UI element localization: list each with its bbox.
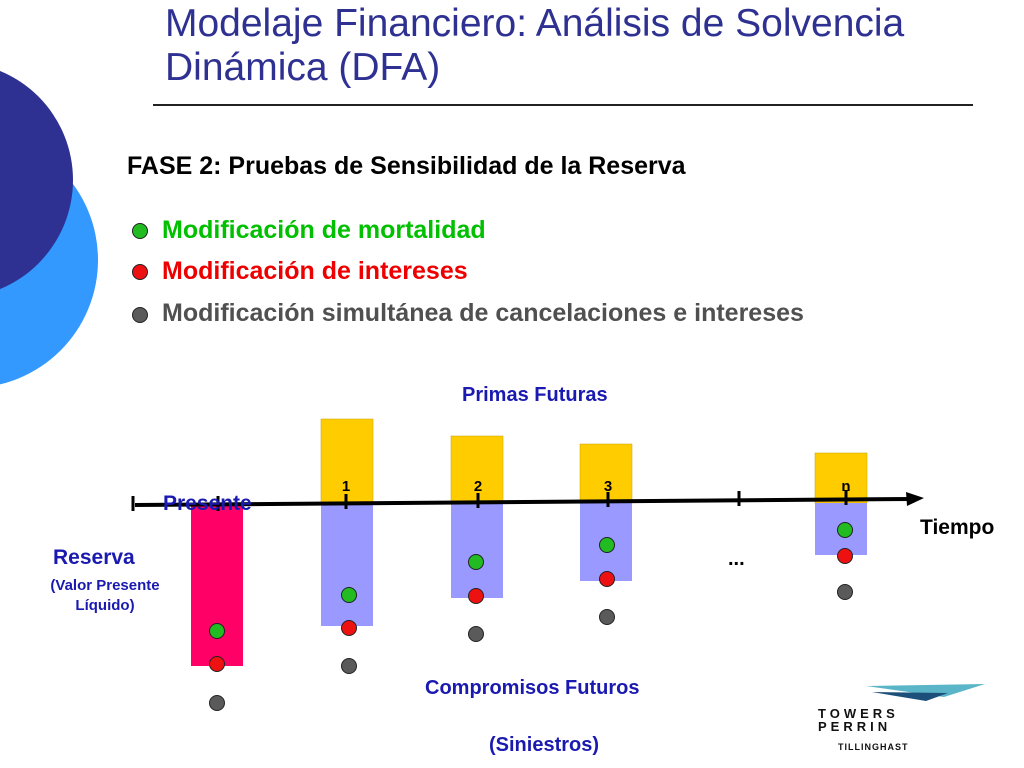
title-divider	[153, 104, 973, 106]
claims-label: (Siniestros)	[489, 734, 600, 756]
period1-mortality-dot	[341, 587, 357, 603]
bullet-interest: Modificación de intereses	[162, 257, 468, 285]
reserve-label: Reserva	[53, 546, 135, 569]
premium-bar-n	[814, 452, 868, 504]
present-label: Presente	[163, 492, 252, 515]
period2-combined-dot	[468, 626, 484, 642]
present-interest-dot	[209, 656, 225, 672]
bullet-mortality: Modificación de mortalidad	[162, 216, 486, 244]
commitment-bar-2	[451, 503, 503, 598]
period3-mortality-dot	[599, 537, 615, 553]
period2-mortality-dot	[468, 554, 484, 570]
gray-bullet-icon	[132, 307, 148, 323]
logo-swoosh-dark-icon	[872, 692, 948, 701]
time-label: Tiempo	[920, 516, 995, 539]
red-bullet-icon	[132, 264, 148, 280]
premiums-label: Primas Futuras	[462, 384, 608, 406]
present-mortality-dot	[209, 623, 225, 639]
time-axis	[134, 497, 913, 507]
logo-swoosh-icon	[866, 684, 985, 697]
logo-line-3: TILLINGHAST	[838, 742, 909, 752]
period3-combined-dot	[599, 609, 615, 625]
premium-bar-2	[450, 435, 504, 504]
commitment-bar-1	[321, 503, 373, 626]
periodn-combined-dot	[837, 584, 853, 600]
page-title: Modelaje Financiero: Análisis de Solvenc…	[165, 2, 905, 89]
periodn-interest-dot	[837, 548, 853, 564]
present-combined-dot	[209, 695, 225, 711]
period-label-n: n	[841, 478, 850, 495]
period-label-2: 2	[474, 478, 482, 495]
period2-interest-dot	[468, 588, 484, 604]
green-bullet-icon	[132, 223, 148, 239]
period3-interest-dot	[599, 571, 615, 587]
decorative-circles	[0, 70, 98, 385]
reserve-bar	[191, 503, 243, 666]
periodn-mortality-dot	[837, 522, 853, 538]
period-label-1: 1	[342, 478, 350, 495]
period-label-3: 3	[604, 478, 612, 495]
ellipsis-label: ...	[728, 548, 745, 570]
logo-line-1: TOWERS	[818, 706, 899, 721]
logo-line-2: PERRIN	[818, 719, 892, 734]
bullet-cancellations-interest: Modificación simultánea de cancelaciones…	[162, 299, 804, 327]
phase-heading: FASE 2: Pruebas de Sensibilidad de la Re…	[127, 152, 686, 180]
axis-arrow-icon	[906, 492, 924, 506]
premium-bar-3	[579, 443, 633, 504]
reserve-sublabel: (Valor Presente Líquido)	[50, 577, 160, 614]
period1-interest-dot	[341, 620, 357, 636]
period1-combined-dot	[341, 658, 357, 674]
commitments-label: Compromisos Futuros	[425, 677, 640, 699]
